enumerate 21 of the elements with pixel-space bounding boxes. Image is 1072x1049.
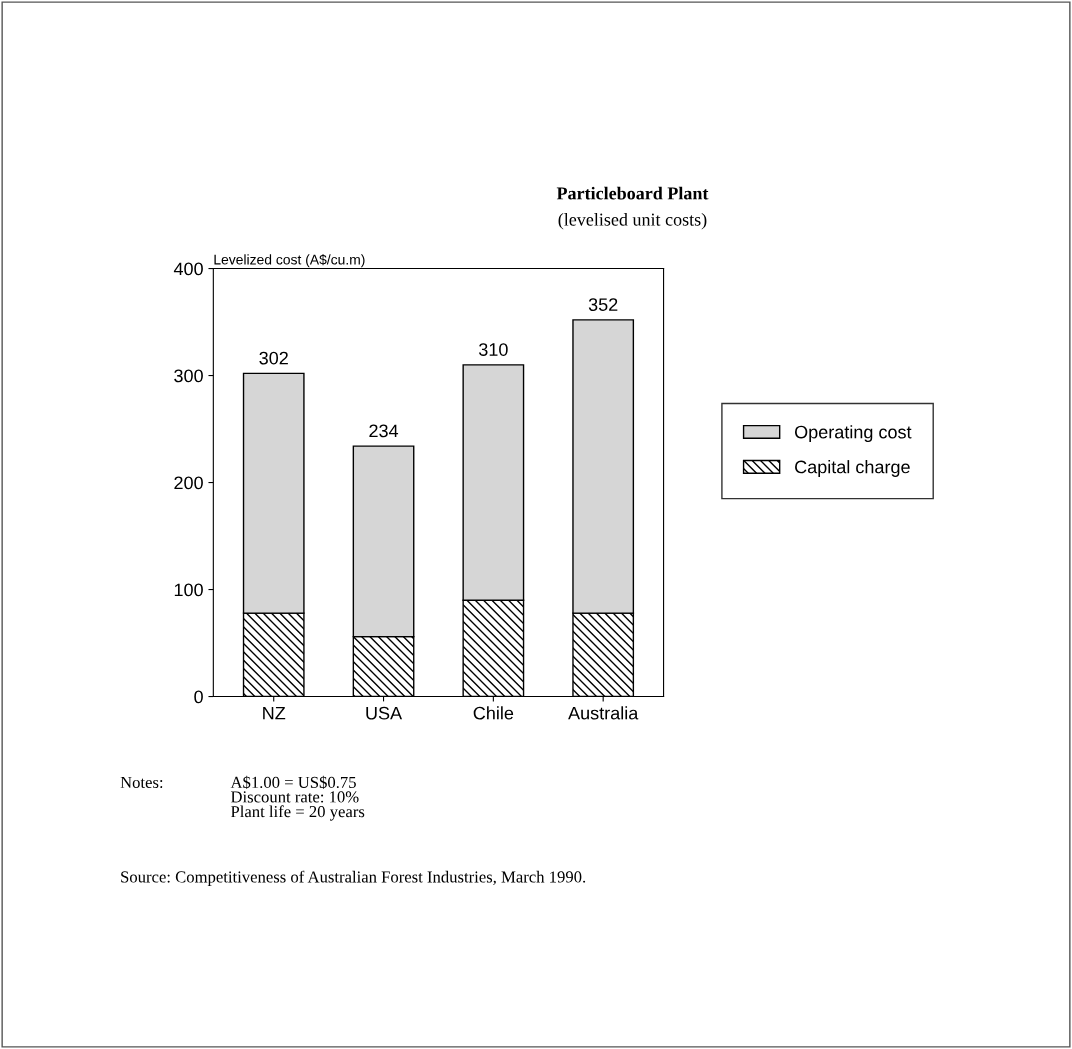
y-tick-label: 300 [174, 369, 203, 383]
x-tick-label: USA [366, 706, 403, 720]
text: Notes: [120, 776, 163, 789]
x-tick-label: NZ [263, 706, 286, 720]
y-tick-label: 0 [194, 690, 203, 704]
chart-subtitle: (levelised unit costs) [558, 213, 707, 230]
x-tick-label: Chile [473, 706, 514, 720]
x-tick-label: Australia [568, 706, 639, 720]
chart-title: Particleboard Plant [556, 186, 709, 200]
y-tick-label: 400 [173, 262, 203, 276]
legend-label: Capital charge [795, 460, 910, 477]
source-note: Source: Competitiveness of Australian Forest Industries, March 1990. [121, 870, 586, 886]
text: A$1.00 = US$0.75 Discount rate: 10% Plant life = 20 years [230, 775, 365, 821]
y-tick-label: 100 [174, 583, 203, 597]
total-label: 310 [478, 343, 508, 356]
total-label: 352 [588, 298, 618, 311]
total-label: 234 [369, 424, 399, 438]
y-axis-title: Levelized cost (A$/cu.m) [214, 254, 365, 268]
legend-label: Operating cost [794, 425, 912, 443]
y-tick-label: 200 [174, 476, 203, 490]
total-label: 302 [259, 351, 288, 365]
